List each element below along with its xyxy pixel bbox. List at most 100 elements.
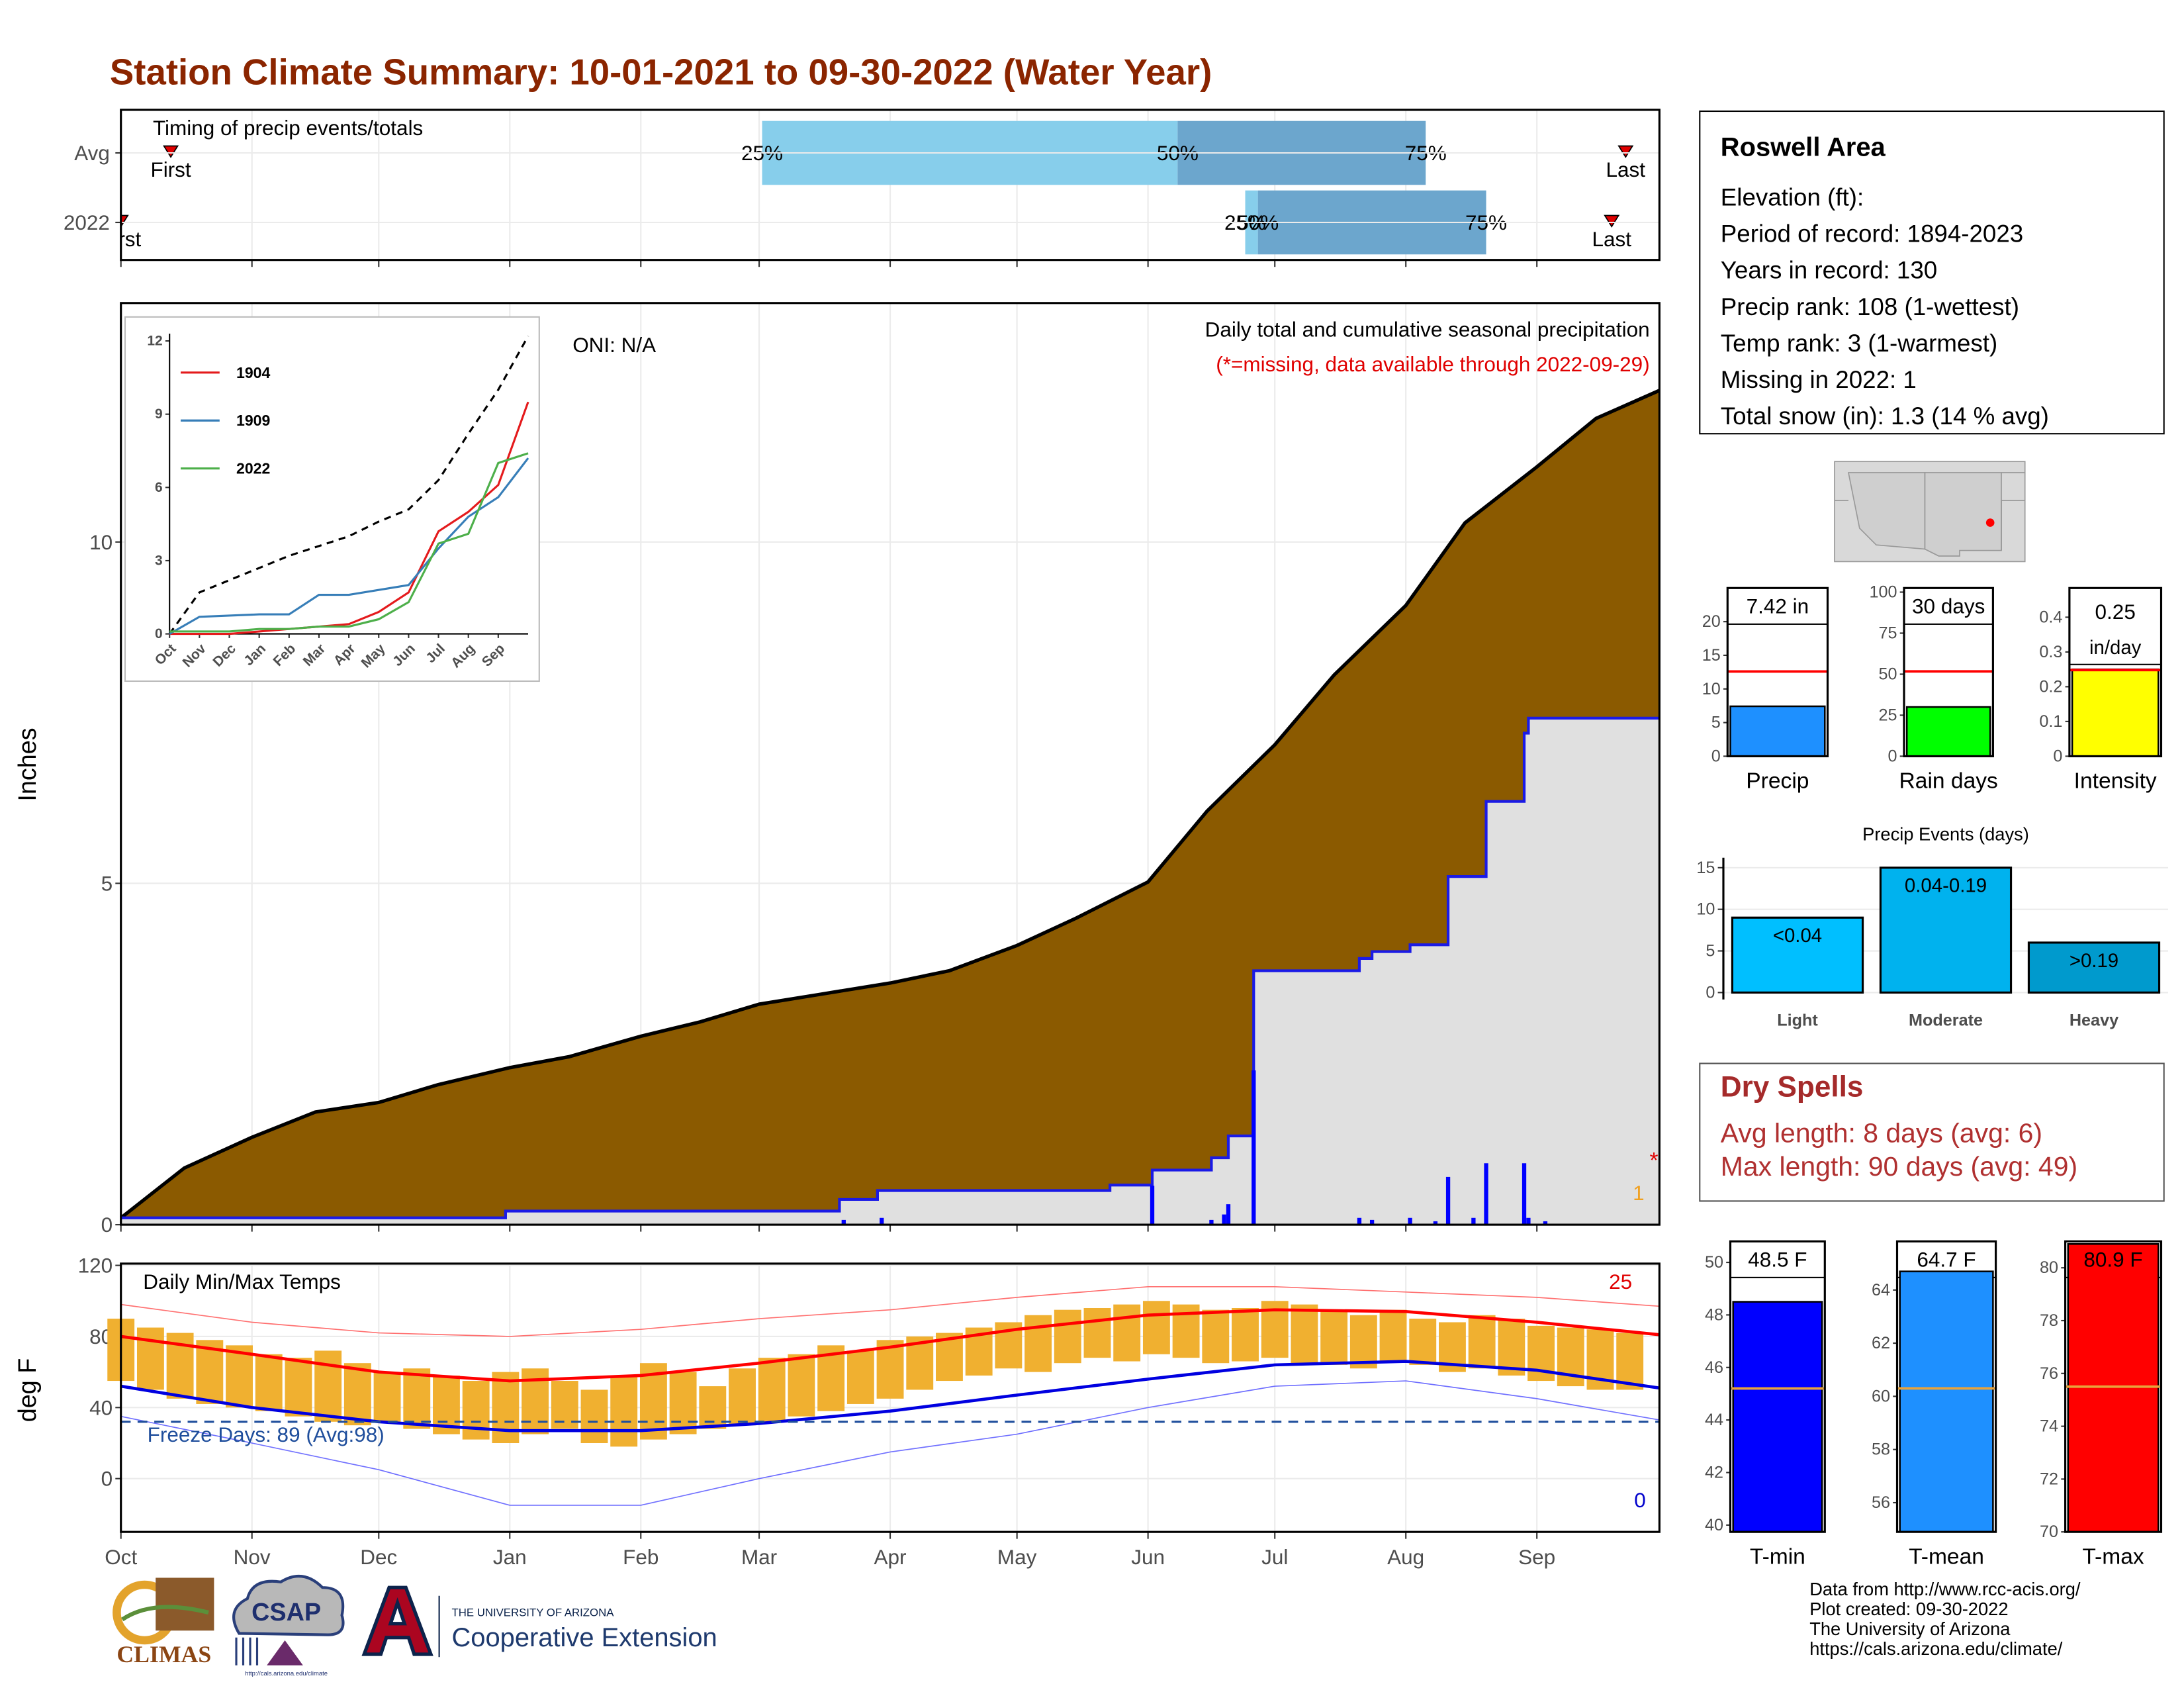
daily-precip-bar (1471, 1217, 1476, 1225)
event-bar (1879, 867, 2013, 994)
daily-temp-range (462, 1381, 490, 1440)
daily-temp-range (255, 1354, 283, 1411)
unit-label: in/day (2089, 637, 2142, 659)
daily-precip-bar (1526, 1217, 1531, 1225)
daily-precip-bar (1484, 1163, 1488, 1225)
csap-bars (235, 1637, 259, 1665)
panel-title: Daily Min/Max Temps (143, 1270, 341, 1293)
dry-spell-line: Avg length: 8 days (avg: 6) (1721, 1117, 2042, 1148)
cumulative-area (120, 718, 1660, 1225)
daily-temp-range (1349, 1315, 1377, 1369)
info-line: Total snow (in): 1.3 (14 % avg) (1721, 402, 2049, 430)
value-label: 7.42 in (1747, 594, 1809, 618)
normal-line (120, 1308, 1660, 1383)
x-axis-title: T-mean (1909, 1544, 1984, 1569)
legend-label: 1904 (236, 364, 271, 381)
x-axis-title: T-min (1750, 1544, 1805, 1569)
daily-temp-range (610, 1375, 638, 1447)
y-tick-label: 0 (2053, 747, 2062, 765)
legend-label: 1909 (236, 412, 270, 429)
daily-temp-range (669, 1372, 697, 1434)
info-line: Years in record: 130 (1721, 257, 1937, 284)
csap-text: CSAP (251, 1599, 321, 1626)
timing-marker (1617, 145, 1634, 158)
record-line (120, 1286, 1660, 1337)
chart-gauge: 40 42 44 46 48 50 48.5 F T-min (1705, 1240, 1826, 1569)
y-tick-label: 42 (1705, 1464, 1723, 1482)
timing-label: Last (1606, 158, 1646, 181)
missing-count: 1 (1633, 1181, 1645, 1205)
y-tick-label: 0.1 (2039, 712, 2062, 731)
climas-text: CLIMAS (116, 1641, 211, 1667)
daily-temp-range (136, 1327, 164, 1390)
panel-border (120, 302, 1661, 1226)
gauge-bar (2067, 1243, 2160, 1533)
info-line: Period of record: 1894-2023 (1721, 220, 2023, 248)
gauge-bar (1732, 1301, 1823, 1533)
daily-temp-range (403, 1368, 431, 1429)
daily-precip-bar (1357, 1217, 1362, 1225)
cumulative-line (120, 716, 1660, 1219)
record-low-count: 0 (1634, 1488, 1646, 1512)
y-tick-label: 56 (1872, 1493, 1890, 1512)
chart-gauge: 56 58 60 62 64 64.7 F T-mean (1872, 1240, 1997, 1569)
y-tick-label: 100 (1869, 583, 1897, 601)
y-tick-label: 50 (1705, 1253, 1723, 1272)
missing-mark: * (1649, 1149, 1658, 1173)
daily-precip-bar (1522, 1163, 1527, 1225)
y-tick-label: 40 (1705, 1516, 1723, 1534)
daily-precip-bar (1408, 1217, 1412, 1225)
info-box (1699, 110, 2165, 435)
gauge-bar (1899, 1270, 1994, 1533)
y-tick-label: 70 (2040, 1523, 2058, 1541)
y-tick-label: 75 (1878, 624, 1897, 642)
y-tick-label: 46 (1705, 1358, 1723, 1377)
ua-logo (361, 1585, 433, 1656)
timing-label: Last (1592, 227, 1631, 251)
panel-border (120, 109, 1661, 261)
y-tick-label: 120 (78, 1254, 113, 1278)
y-tick-label: 48 (1705, 1305, 1723, 1324)
x-tick-label: Jan (493, 1545, 527, 1569)
x-axis-title: Precip (1746, 769, 1809, 794)
y-tick-label: 5 (101, 871, 113, 895)
y-tick-label: 76 (2040, 1364, 2058, 1383)
y-tick-label: 58 (1872, 1440, 1890, 1459)
y-tick-label: 10 (1696, 900, 1715, 919)
daily-temp-range (1142, 1301, 1170, 1354)
timing-label: First (150, 158, 191, 181)
panel-border (1729, 1240, 1826, 1533)
footer-line: Data from http://www.rcc-acis.org/ (1809, 1579, 2081, 1599)
dry-spells-box (1699, 1062, 2165, 1202)
chart-gauge: 0 25 50 75 100 30 days Rain days (1869, 583, 1997, 793)
legend-label: 2022 (236, 460, 270, 477)
daily-temp-range (285, 1358, 312, 1417)
x-tick-label: Apr (874, 1545, 907, 1569)
y-tick-label: 15 (1702, 646, 1721, 665)
range-label: >0.19 (2070, 950, 2118, 972)
oni-label: ONI: N/A (572, 333, 656, 357)
value-label: 64.7 F (1917, 1248, 1976, 1272)
y-tick-label: 15 (1696, 859, 1715, 877)
daily-precip-bar (1209, 1219, 1214, 1225)
value-label: 0.25 (2095, 600, 2136, 624)
panel-title: Precip Events (days) (1862, 823, 2029, 844)
dry-spell-line: Max length: 90 days (avg: 49) (1721, 1151, 2077, 1182)
y-tick-label: 5 (1711, 714, 1721, 732)
value-label: 30 days (1912, 594, 1985, 618)
x-tick-label: Oct (105, 1545, 137, 1569)
value-box (1903, 587, 1994, 625)
info-line: Precip rank: 108 (1-wettest) (1721, 293, 2019, 320)
charts: FirstFirst25%25%50%50%75%75%LastLastAvg2… (14, 109, 2168, 1569)
inset-line (169, 401, 529, 635)
y-tick-label: 0 (1711, 747, 1721, 765)
y-tick-label: 9 (155, 406, 163, 422)
y-tick-label: 0.2 (2039, 677, 2062, 696)
x-axis-title: Intensity (2074, 769, 2157, 794)
daily-temp-range (343, 1363, 371, 1426)
daily-precip-bar (1251, 1070, 1256, 1225)
y-tick-label: 0.4 (2039, 608, 2062, 626)
x-tick-label: Light (1777, 1011, 1818, 1029)
x-tick-label: Moderate (1909, 1011, 1983, 1029)
